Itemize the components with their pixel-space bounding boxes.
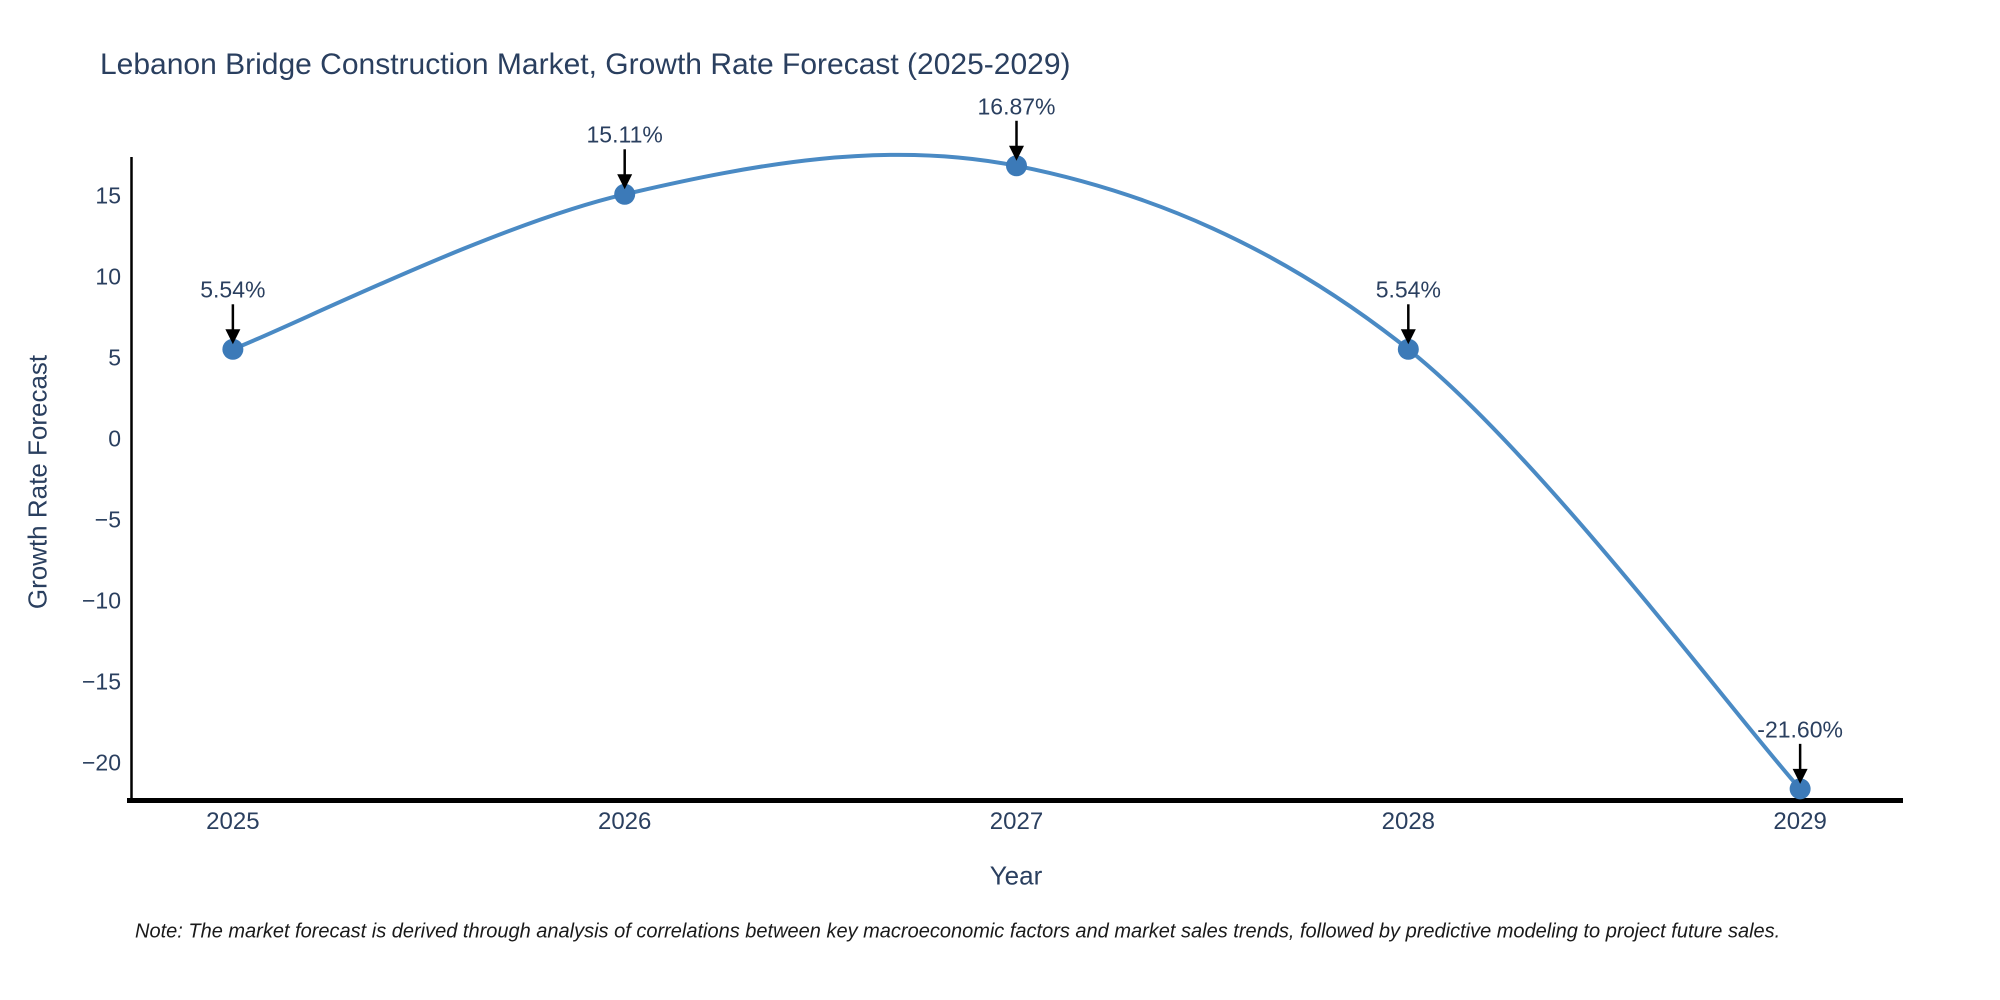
annotation-arrows bbox=[225, 120, 1808, 784]
x-tick-label: 2025 bbox=[206, 808, 260, 835]
chart-title: Lebanon Bridge Construction Market, Grow… bbox=[100, 48, 1071, 81]
annotation-arrowhead-icon bbox=[1009, 145, 1024, 161]
axis-spines bbox=[127, 157, 1903, 803]
data-point-marker bbox=[1397, 338, 1419, 360]
x-tick-label: 2026 bbox=[597, 808, 652, 835]
line-series bbox=[222, 152, 1811, 800]
y-axis-title: Growth Rate Forecast bbox=[22, 354, 53, 610]
y-tick-label: 0 bbox=[108, 425, 121, 452]
y-tick-label: 10 bbox=[95, 263, 121, 290]
annotation-arrowhead-icon bbox=[617, 174, 633, 190]
x-tick-label: 2027 bbox=[989, 808, 1044, 835]
data-point-label: 5.54% bbox=[200, 276, 266, 303]
annotation-arrowhead-icon bbox=[225, 329, 241, 345]
y-tick-label: −20 bbox=[81, 749, 121, 776]
data-point-marker bbox=[1006, 155, 1027, 177]
data-point-label: 5.54% bbox=[1375, 276, 1441, 303]
data-point-label: 16.87% bbox=[977, 93, 1056, 120]
data-point-marker bbox=[1789, 778, 1811, 800]
annotation-arrowhead-icon bbox=[1792, 768, 1808, 784]
data-point-marker bbox=[222, 338, 244, 360]
annotation-arrowhead-icon bbox=[1400, 329, 1416, 345]
y-tick-label: 15 bbox=[95, 182, 121, 209]
data-point-label: -21.60% bbox=[1757, 716, 1843, 743]
y-tick-label: 5 bbox=[108, 344, 121, 371]
y-tick-label: −10 bbox=[81, 587, 121, 614]
x-tick-label: 2028 bbox=[1381, 808, 1436, 835]
y-tick-label: −15 bbox=[81, 668, 121, 695]
data-point-label: 15.11% bbox=[586, 121, 663, 148]
y-tick-label: −5 bbox=[94, 506, 121, 533]
x-tick-label: 2029 bbox=[1773, 808, 1827, 835]
footnote: Note: The market forecast is derived thr… bbox=[135, 920, 1781, 943]
forecast-line bbox=[232, 152, 1802, 791]
data-point-marker bbox=[614, 183, 636, 205]
x-axis-title: Year bbox=[989, 860, 1043, 891]
